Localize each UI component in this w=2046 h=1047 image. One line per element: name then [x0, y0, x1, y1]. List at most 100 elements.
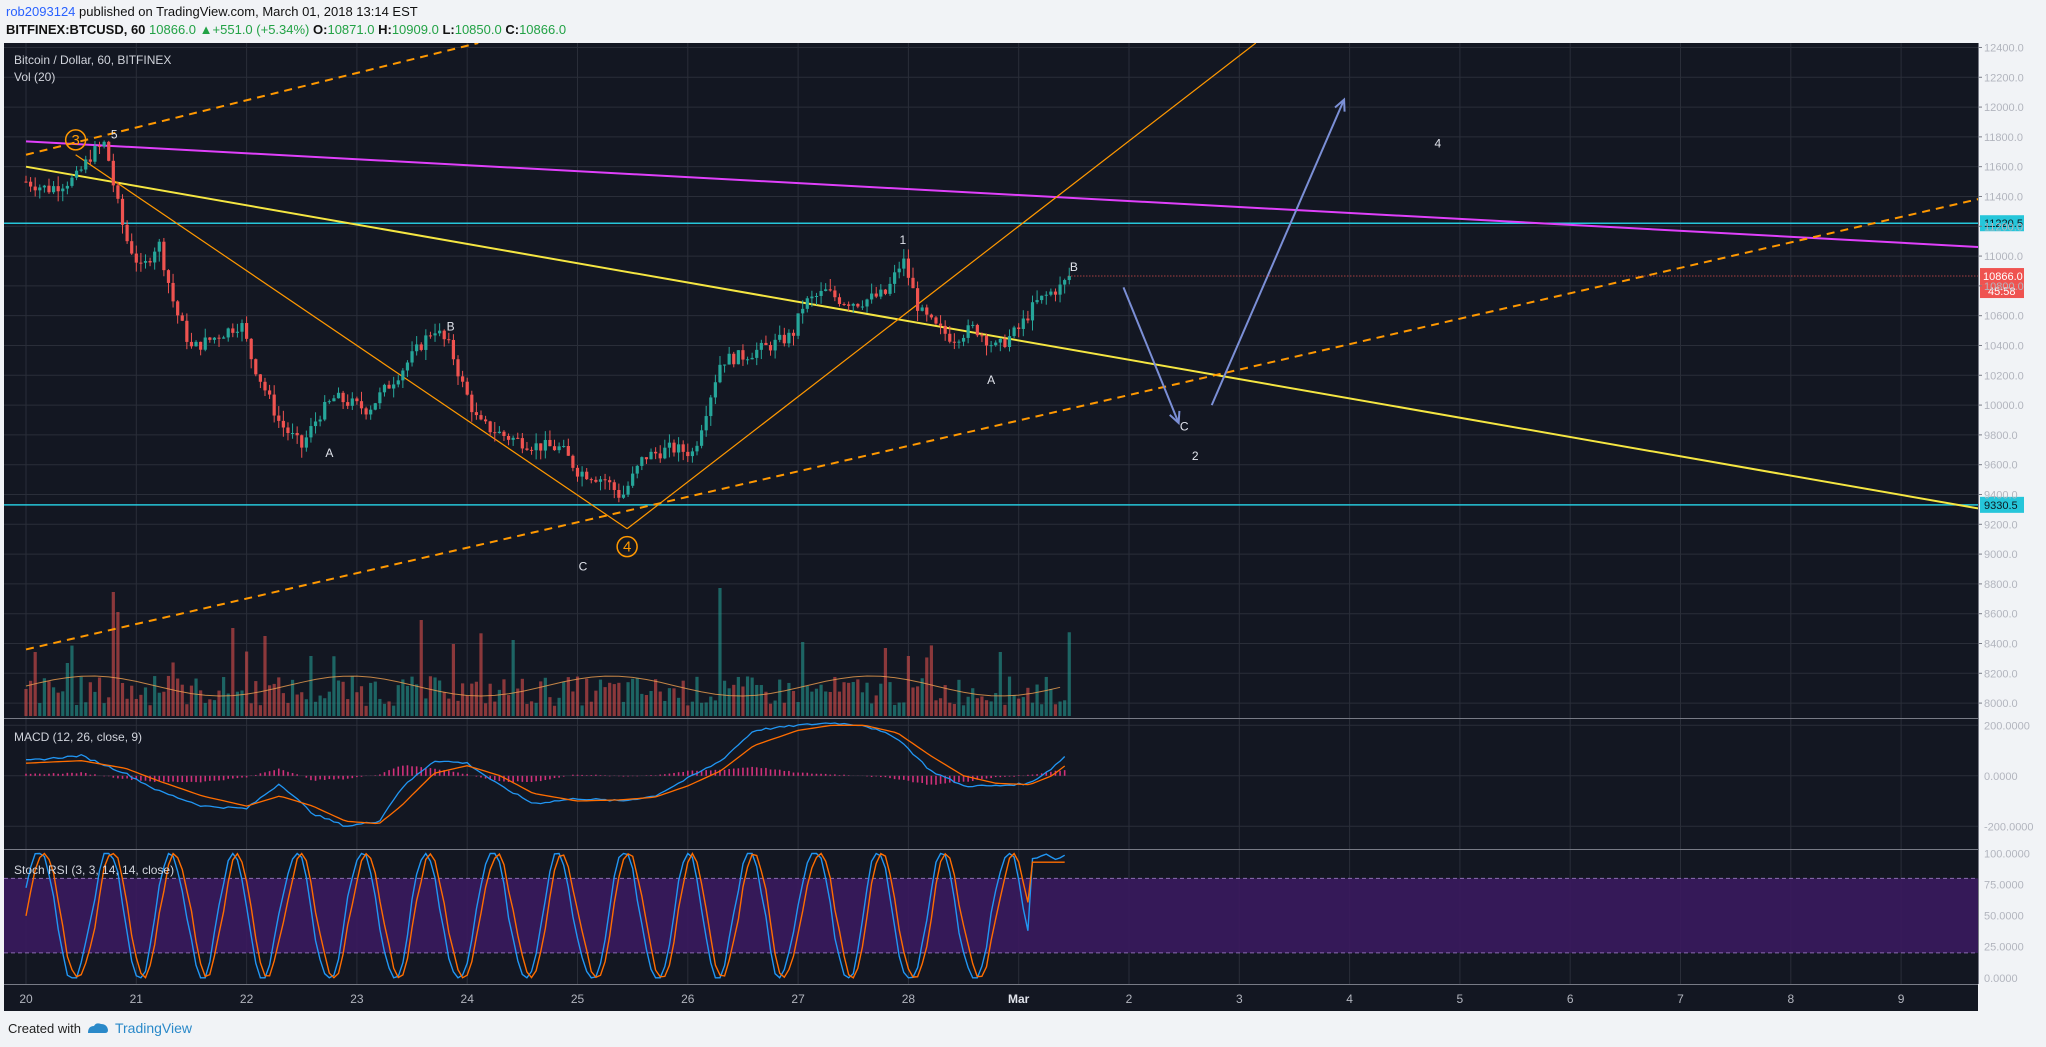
volume-bar — [323, 698, 327, 716]
time-tick-label: 20 — [19, 992, 33, 1006]
volume-bar — [199, 690, 203, 716]
volume-bar — [557, 697, 561, 716]
stoch-tick-label: 100.0000 — [1984, 848, 2030, 860]
price-tick-label: 12400.0 — [1984, 42, 2024, 54]
time-tick-label: 24 — [461, 992, 475, 1006]
volume-bar — [654, 679, 658, 716]
candle-body — [456, 359, 460, 377]
candle-body — [520, 438, 524, 449]
candle-body — [171, 282, 175, 302]
volume-bar — [709, 696, 713, 716]
volume-bar — [1058, 701, 1062, 716]
volume-bar — [782, 702, 786, 716]
up-arrow-icon: ▲ — [199, 22, 213, 37]
tradingview-brand[interactable]: TradingView — [114, 1020, 193, 1036]
price-tick-label: 11800.0 — [1984, 132, 2023, 144]
volume-bar — [713, 700, 717, 716]
candle-body — [300, 435, 304, 448]
volume-bar — [870, 703, 874, 716]
candle-body — [534, 443, 538, 451]
volume-bar — [814, 688, 819, 716]
candle-body — [911, 277, 915, 289]
candle-body — [290, 433, 295, 435]
symbol-line: BITFINEX:BTCUSD, 60 10866.0 ▲+551.0 (+5.… — [6, 22, 566, 37]
candle-body — [552, 446, 557, 451]
volume-bar — [961, 705, 966, 716]
candle-body — [470, 394, 474, 413]
volume-bar — [493, 701, 497, 716]
candle-body — [281, 420, 285, 428]
candle-body — [231, 328, 235, 333]
candle-body — [626, 485, 630, 495]
candle-body — [162, 241, 166, 271]
candle-body — [971, 324, 975, 326]
volume-bar — [424, 698, 428, 716]
volume-bar — [410, 676, 414, 716]
author-link[interactable]: rob2093124 — [6, 4, 76, 19]
volume-bar — [566, 677, 570, 716]
candle-body — [686, 451, 690, 457]
volume-bar — [74, 704, 79, 716]
volume-bar — [699, 702, 704, 716]
volume-bar — [61, 691, 65, 716]
candle-body — [1067, 276, 1071, 281]
volume-bar — [401, 679, 405, 716]
candle-body — [56, 186, 60, 192]
wave-label: A — [325, 446, 333, 460]
volume-bar — [755, 684, 759, 716]
trendline-orange-fan-up — [626, 43, 1257, 530]
volume-bar — [759, 685, 763, 716]
candle-body — [874, 293, 878, 297]
wave-label: A — [987, 373, 995, 387]
candle-body — [805, 298, 809, 309]
volume-bar — [989, 701, 993, 716]
volume-bar — [879, 683, 883, 716]
volume-bar — [350, 676, 354, 716]
candle-body — [341, 392, 345, 403]
volume-bar — [405, 685, 410, 716]
volume-bars — [24, 588, 1071, 716]
volume-bar — [38, 703, 42, 716]
volume-bar — [971, 688, 975, 716]
candle-body — [621, 494, 626, 498]
candle-body — [401, 370, 405, 381]
candle-body — [580, 471, 584, 477]
candle-body — [212, 337, 217, 340]
candle-body — [699, 430, 704, 446]
volume-bar — [318, 695, 322, 716]
candle-body — [529, 449, 534, 451]
candle-body — [1035, 300, 1039, 303]
volume-bar — [189, 685, 194, 716]
price-tick-label: 9000.0 — [1984, 549, 2018, 561]
candle-body — [318, 419, 322, 422]
volume-bar — [245, 651, 249, 716]
candle-body — [336, 392, 341, 399]
candle-body — [667, 442, 672, 448]
volume-bar — [1007, 676, 1012, 716]
candle-body — [47, 185, 51, 193]
volume-bar — [598, 679, 603, 716]
close-value: 10866.0 — [519, 22, 567, 37]
candle-body — [543, 439, 547, 451]
time-tick-label: 25 — [571, 992, 585, 1006]
candle-body — [732, 353, 736, 365]
time-tick-label: 7 — [1677, 992, 1684, 1006]
candle-body — [111, 160, 115, 186]
volume-bar — [603, 687, 607, 716]
candle-body — [387, 384, 391, 389]
price-tick-label: 8000.0 — [1984, 698, 2018, 710]
volume-bar — [56, 692, 60, 716]
candle-body — [258, 374, 262, 382]
volume-bar — [28, 680, 33, 716]
price-change: +551.0 (+5.34%) — [212, 22, 310, 37]
volume-bar — [226, 693, 230, 716]
candle-body — [860, 306, 865, 308]
stoch-label: Stoch RSI (3, 3, 14, 14, close) — [14, 863, 174, 877]
time-tick-label: 21 — [130, 992, 144, 1006]
volume-bar — [998, 652, 1002, 716]
candle-body — [654, 451, 658, 454]
volume-bar — [520, 678, 524, 716]
volume-bar — [267, 685, 272, 716]
price-tick-label: 9400.0 — [1984, 489, 2018, 501]
